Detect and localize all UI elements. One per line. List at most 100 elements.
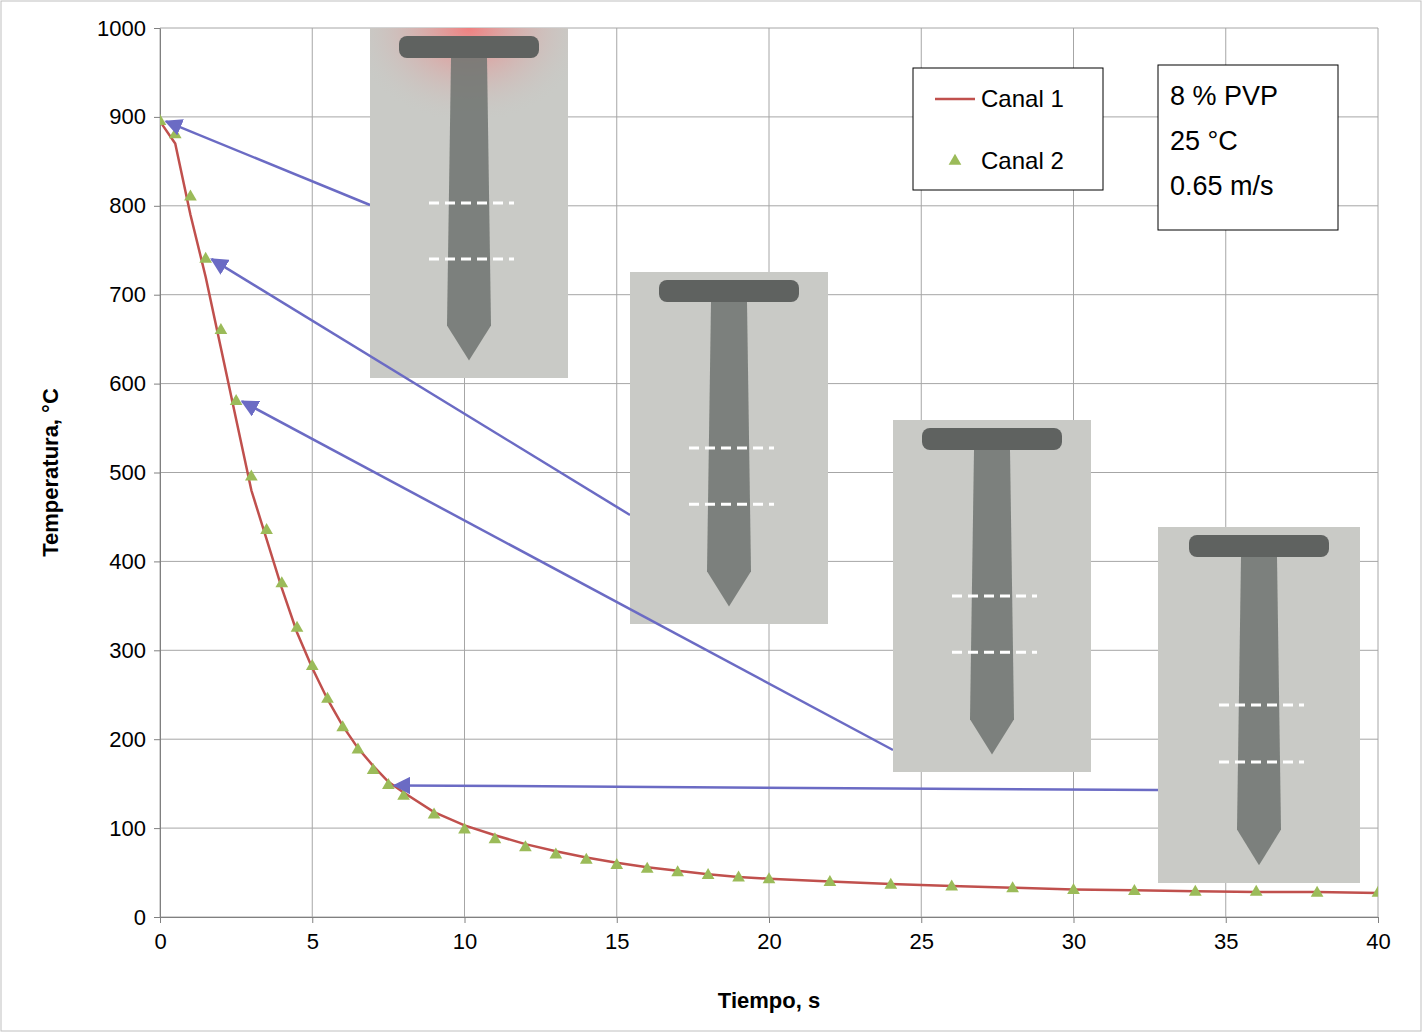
photo-dash [1219, 704, 1304, 707]
tick-label: 300 [109, 638, 146, 663]
tick-mark [1378, 917, 1379, 923]
photo-dash [952, 595, 1037, 598]
series-marker [184, 190, 197, 201]
series-marker [160, 114, 166, 125]
photo-dash [952, 651, 1037, 654]
series-marker [1311, 886, 1324, 897]
tick: 800 [109, 193, 160, 218]
tick-mark [312, 917, 313, 923]
chart-frame [1, 1, 1421, 1031]
tick-mark [154, 739, 160, 740]
photos [166, 28, 1360, 883]
series-marker [549, 847, 562, 858]
series-marker [230, 394, 243, 405]
tick: 15 [605, 917, 629, 954]
legend-label: Canal 2 [981, 147, 1064, 174]
tick-mark [769, 917, 770, 923]
tick-label: 500 [109, 460, 146, 485]
tick: 0 [134, 905, 160, 930]
photo-probe [707, 302, 751, 606]
photo-probe [970, 450, 1014, 754]
annotation-text: 25 °C [1170, 126, 1238, 156]
tick-mark [154, 28, 160, 29]
series-marker [580, 853, 593, 864]
grid-line-y [160, 28, 1378, 29]
tick: 25 [910, 917, 934, 954]
tick-label: 0 [154, 929, 166, 954]
tick-mark [154, 384, 160, 385]
tick-label: 35 [1214, 929, 1238, 954]
series-marker [367, 763, 380, 774]
tick: 500 [109, 460, 160, 485]
tick: 5 [307, 917, 319, 954]
series-marker [1372, 886, 1378, 897]
series-marker [641, 862, 654, 873]
series-marker [306, 659, 319, 670]
x-axis: 0 5 10 15 20 25 30 35 40 [154, 917, 1390, 954]
tick-label: 1000 [97, 16, 146, 41]
annotation-text: 0.65 m/s [1170, 171, 1274, 201]
series-marker [610, 858, 623, 869]
photo-holder [399, 36, 539, 58]
series-marker [352, 743, 365, 754]
series-marker [428, 807, 441, 818]
series-marker [884, 878, 897, 889]
tick-label: 40 [1366, 929, 1390, 954]
tick-mark [465, 917, 466, 923]
tick-label: 5 [307, 929, 319, 954]
tick-label: 800 [109, 193, 146, 218]
tick: 100 [109, 816, 160, 841]
tick-mark [154, 117, 160, 118]
legend: Canal 1 Canal 2 [913, 68, 1103, 190]
arrow [394, 785, 1158, 790]
x-axis-title: Tiempo, s [718, 988, 820, 1013]
tick-mark [154, 917, 160, 918]
series-marker [336, 720, 349, 731]
tick: 30 [1062, 917, 1086, 954]
tick: 20 [757, 917, 781, 954]
photo-probe [447, 58, 491, 361]
tick-label: 100 [109, 816, 146, 841]
tick-label: 30 [1062, 929, 1086, 954]
tick-label: 400 [109, 549, 146, 574]
series-marker [1067, 883, 1080, 894]
photo-holder [922, 428, 1062, 450]
photo-bg [893, 420, 1091, 772]
series-marker [458, 823, 471, 834]
tick-label: 200 [109, 727, 146, 752]
arrow [166, 121, 370, 205]
photo-dash [429, 202, 514, 205]
photo-bg [370, 28, 568, 378]
tick-label: 0 [134, 905, 146, 930]
annotation: 8 % PVP25 °C0.65 m/s [1158, 65, 1338, 230]
series-marker [199, 252, 212, 263]
tick: 10 [453, 917, 477, 954]
tick-mark [1074, 917, 1075, 923]
series-marker [671, 865, 684, 876]
photo-dash [429, 258, 514, 261]
legend-line [935, 98, 975, 101]
tick: 1000 [97, 16, 160, 41]
legend-label: Canal 1 [981, 85, 1064, 112]
legend-box [913, 68, 1103, 190]
photo [630, 272, 828, 624]
series-marker [945, 879, 958, 890]
axis-line [160, 29, 161, 918]
series-marker [824, 875, 837, 886]
series-marker [1006, 881, 1019, 892]
photo-dash [689, 503, 774, 506]
tick-mark [154, 828, 160, 829]
tick-label: 15 [605, 929, 629, 954]
series-marker [1128, 884, 1141, 895]
photo-bg [1158, 527, 1360, 883]
series-marker [382, 778, 395, 789]
tick: 35 [1214, 917, 1238, 954]
tick: 40 [1366, 917, 1390, 954]
photo [1158, 527, 1360, 883]
photo-dash [1219, 760, 1304, 763]
tick-mark [617, 917, 618, 923]
photo-dash [689, 447, 774, 450]
series-marker [702, 868, 715, 879]
series-marker [1189, 885, 1202, 896]
chart: 0510152025303540010020030040050060070080… [0, 0, 1422, 1032]
